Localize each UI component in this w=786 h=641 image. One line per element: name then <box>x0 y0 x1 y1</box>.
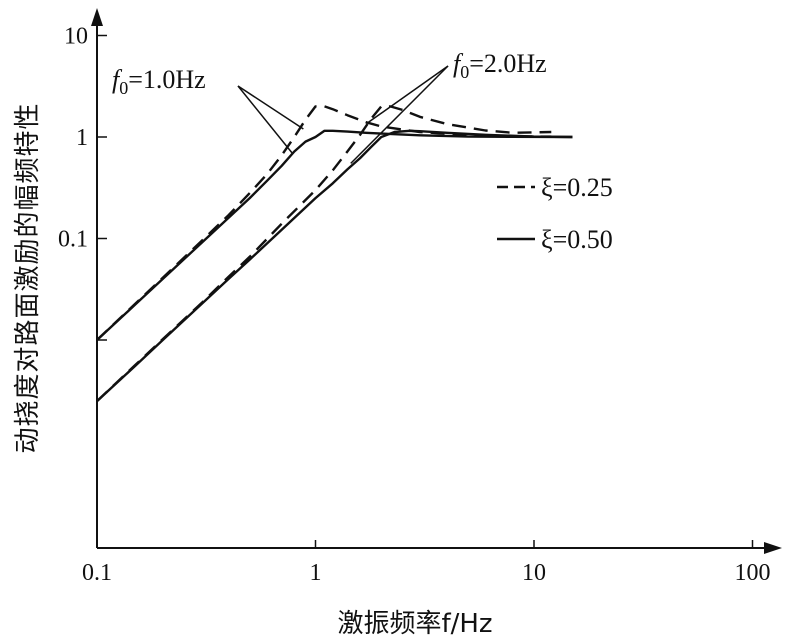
ticks: 0.1 1 10 100 0.1 1 10 <box>58 24 771 587</box>
series-line-3 <box>96 129 573 402</box>
axes <box>91 8 782 554</box>
y-tick-label: 1 <box>76 125 88 151</box>
series-line-2 <box>96 105 552 402</box>
annotation-label: f0=1.0Hz <box>112 65 206 98</box>
y-axis-label: 动挠度对路面激励的幅频特性 <box>13 102 43 453</box>
x-tick-label: 100 <box>735 560 771 586</box>
annotation-label: f0=2.0Hz <box>453 49 547 82</box>
annotations: f0=1.0Hz f0=2.0Hz <box>112 49 547 164</box>
annotation-leader <box>350 65 449 164</box>
legend-label: ξ=0.25 <box>541 173 613 202</box>
series-line-0 <box>96 105 552 341</box>
series-layer <box>96 105 573 402</box>
x-tick-label: 1 <box>310 560 322 586</box>
y-tick-label: 0.1 <box>58 227 88 253</box>
annotation-leader <box>237 85 304 130</box>
legend-label: ξ=0.50 <box>541 225 613 254</box>
y-tick-label: 10 <box>64 24 88 50</box>
y-axis-arrow <box>91 8 103 26</box>
annotation-leader <box>368 65 449 123</box>
x-axis-label: 激振频率f/Hz <box>337 609 492 639</box>
series-line-1 <box>96 129 573 341</box>
x-axis-arrow <box>764 542 782 554</box>
x-tick-label: 0.1 <box>82 560 112 586</box>
annotation-leader <box>237 85 293 154</box>
legend: ξ=0.25 ξ=0.50 <box>497 173 613 254</box>
x-tick-label: 10 <box>522 560 546 586</box>
